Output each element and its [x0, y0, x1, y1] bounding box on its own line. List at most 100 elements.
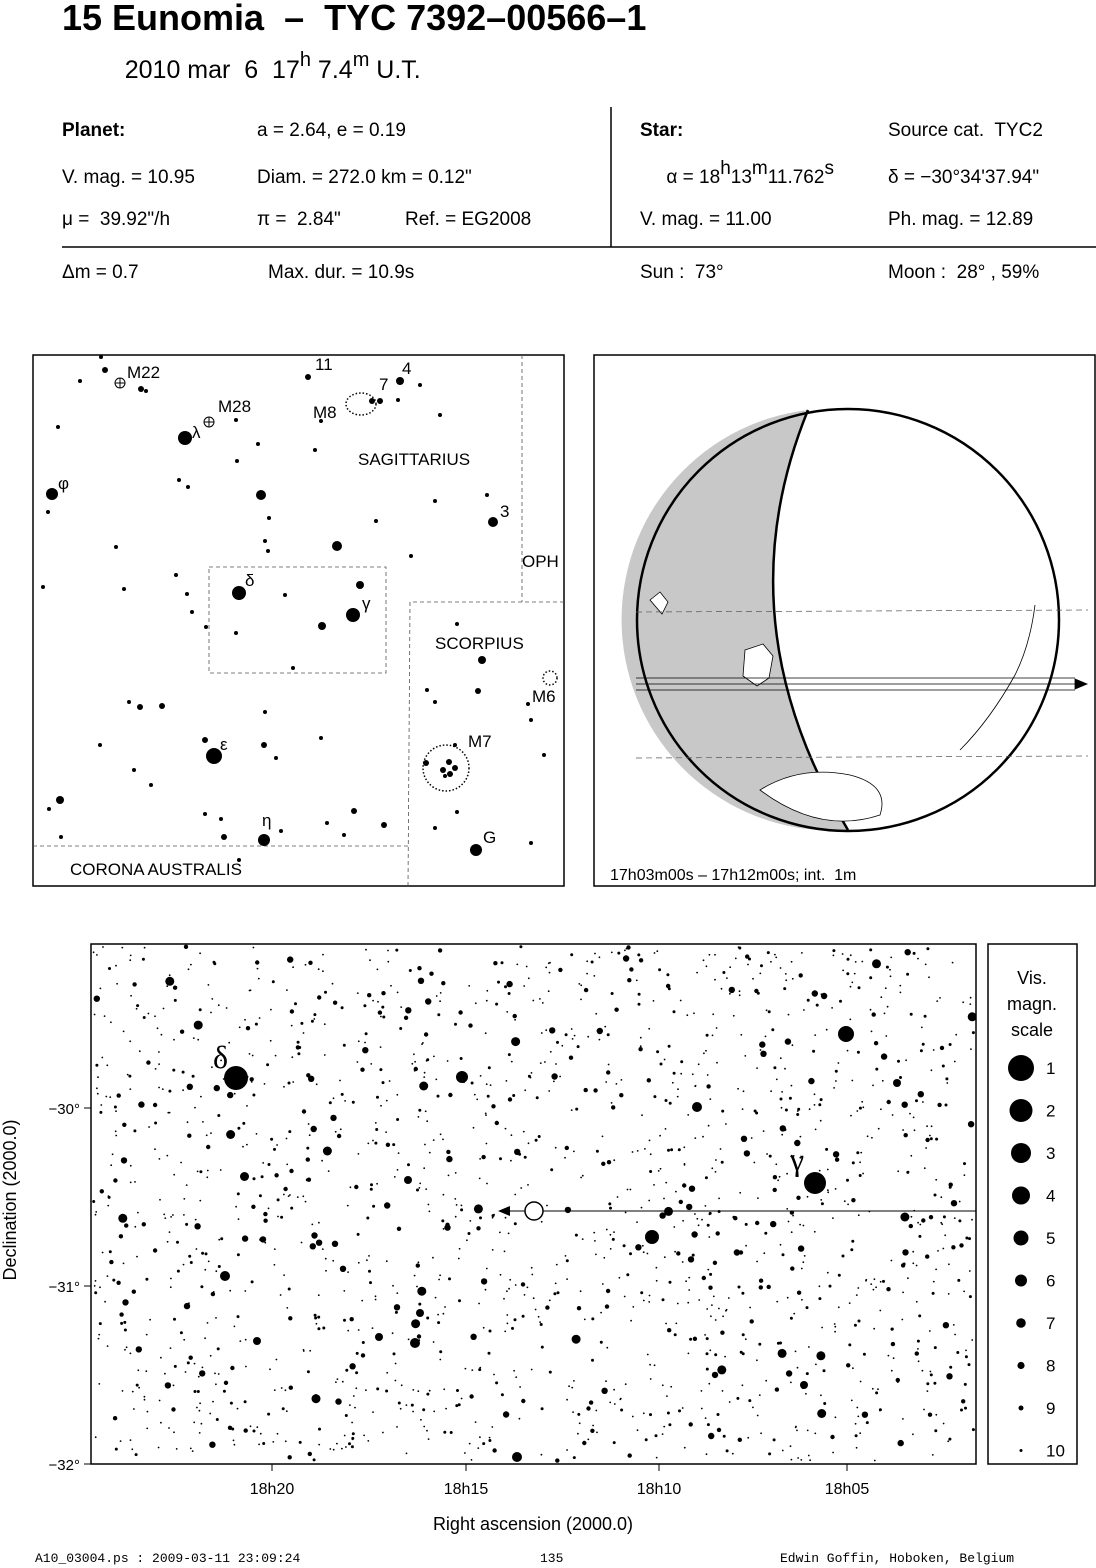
field-star: [357, 1040, 360, 1043]
field-star: [680, 1072, 683, 1075]
field-star: [875, 1067, 879, 1071]
field-star: [466, 1239, 468, 1242]
field-star: [507, 1097, 513, 1102]
field-star: [186, 1121, 189, 1124]
finder-star: [99, 355, 103, 359]
field-star: [134, 1225, 137, 1228]
field-star: [425, 1188, 428, 1190]
field-star: [902, 1129, 904, 1131]
field-star: [586, 960, 589, 963]
field-star: [798, 973, 803, 978]
field-star: [478, 1302, 480, 1305]
field-star: [857, 986, 861, 990]
field-star: [846, 1178, 849, 1182]
field-star: [255, 960, 260, 965]
field-star: [535, 1096, 539, 1100]
field-star: [642, 1299, 645, 1302]
date-sup: h: [300, 49, 311, 71]
field-star: [258, 1194, 262, 1198]
field-star: [415, 1263, 420, 1268]
field-star: [336, 1378, 339, 1380]
field-star: [666, 1395, 668, 1397]
field-star: [244, 1290, 247, 1292]
field-star: [549, 1050, 552, 1053]
field-star: [870, 1283, 873, 1285]
field-star: [380, 1015, 382, 1018]
field-star: [704, 1417, 707, 1419]
field-star: [897, 1439, 904, 1447]
field-star: [213, 962, 217, 966]
scale-label: 1: [1046, 1059, 1055, 1078]
field-star: [230, 1365, 235, 1371]
field-star: [802, 1261, 805, 1264]
field-star: [394, 1310, 398, 1314]
field-star: [228, 1041, 231, 1044]
field-star: [448, 1092, 453, 1098]
field-star: [322, 953, 324, 956]
field-star: [480, 1278, 488, 1285]
field-star: [885, 1035, 888, 1037]
field-star: [217, 1004, 220, 1007]
field-star: [454, 1215, 457, 1218]
footer-file: A10_03004.ps : 2009-03-11 23:09:24: [35, 1551, 300, 1566]
field-star: [672, 1071, 676, 1075]
field-star: [718, 1197, 720, 1200]
field-star: [324, 1257, 327, 1260]
field-star: [902, 1291, 904, 1294]
field-star: [485, 1142, 488, 1145]
field-star: [558, 967, 563, 973]
field-star: [145, 1277, 149, 1281]
field-star: [263, 1083, 266, 1085]
star-label: Star:: [640, 120, 683, 141]
field-star: [648, 1199, 651, 1202]
finder-star: [274, 756, 278, 760]
field-star: [790, 1084, 793, 1087]
field-star: [787, 1220, 790, 1223]
field-star: [629, 1252, 632, 1256]
field-star: [289, 1168, 294, 1174]
field-star: [302, 1032, 305, 1034]
field-star: [674, 1250, 676, 1253]
finder-star: [433, 826, 437, 830]
finder-label: ε: [220, 735, 228, 754]
field-star: [590, 1428, 595, 1434]
finder-star: [409, 554, 413, 558]
field-star: [547, 962, 550, 965]
field-star: [277, 1215, 279, 1218]
field-star: [379, 1046, 382, 1048]
field-star: [196, 1390, 200, 1393]
field-star: [579, 1290, 582, 1293]
x-tick-label: 18h20: [250, 1481, 295, 1498]
field-star: [275, 1358, 278, 1361]
field-star: [328, 1101, 332, 1105]
asteroid: [524, 1201, 544, 1221]
field-star: [347, 1271, 349, 1273]
field-star: [115, 1110, 117, 1113]
field-star: [705, 1352, 709, 1356]
field-star: [899, 984, 902, 987]
field-star: [848, 1302, 851, 1304]
field-star: [332, 1259, 335, 1262]
field-star: [741, 1333, 745, 1337]
field-star: [246, 1143, 248, 1146]
field-star: [828, 1284, 832, 1288]
field-star: [393, 1304, 401, 1311]
field-star: [926, 1390, 929, 1392]
field-star: [343, 1434, 346, 1437]
field-star: [217, 1265, 221, 1268]
field-star: [654, 1434, 658, 1438]
field-star: [794, 1350, 797, 1353]
finder-star: [206, 748, 222, 764]
frame: [987, 943, 1078, 1465]
field-star: [902, 1249, 909, 1256]
field-star: [708, 1236, 711, 1238]
field-star: [231, 1427, 235, 1431]
field-star: [425, 1059, 428, 1062]
field-star: [575, 1107, 579, 1111]
field-star: [766, 1284, 771, 1290]
finder-star: [443, 774, 447, 778]
finder-star: [159, 703, 165, 709]
field-star: [168, 1089, 172, 1093]
field-star: [160, 1356, 162, 1359]
field-star: [624, 1211, 627, 1214]
